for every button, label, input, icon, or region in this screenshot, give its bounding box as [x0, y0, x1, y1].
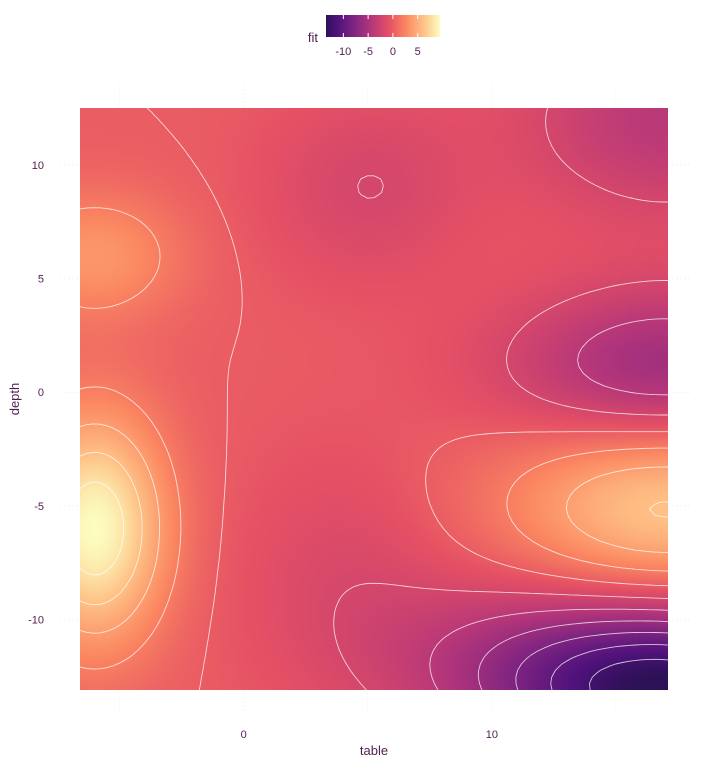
contour-line	[79, 423, 669, 634]
legend-ticks: -10 -5 0 5	[335, 15, 421, 58]
legend-colorbar	[326, 15, 440, 37]
legend-tick-label: -5	[363, 46, 373, 58]
y-tick-label: 10	[32, 160, 44, 172]
contour-line	[79, 207, 669, 670]
contour-line	[146, 107, 669, 691]
y-tick-label: 0	[38, 387, 44, 399]
contour-line	[79, 451, 669, 606]
y-tick-label: -5	[34, 501, 44, 513]
contour-line	[515, 631, 669, 691]
plot-panel	[79, 107, 669, 691]
x-tick-label: 0	[241, 729, 247, 741]
x-axis-ticks: 0 10	[241, 729, 498, 741]
contour-line	[477, 620, 669, 691]
y-axis-ticks: -10 -5 0 5 10	[28, 160, 44, 627]
legend-title: fit	[308, 30, 319, 45]
contour-line	[333, 107, 669, 691]
y-tick-label: 5	[38, 274, 44, 286]
y-tick-label: -10	[28, 615, 44, 627]
contour-line	[550, 644, 669, 691]
contour-line	[429, 318, 669, 691]
color-legend: fit -10 -5 0 5	[308, 15, 440, 58]
contour-lines	[79, 107, 669, 691]
legend-tick-label: 0	[390, 46, 396, 58]
legend-tick-label: -10	[335, 46, 351, 58]
x-tick-label: 10	[486, 729, 498, 741]
x-axis-title: table	[360, 743, 388, 758]
contour-line	[588, 658, 669, 691]
contour-line	[79, 481, 125, 576]
legend-tick-label: 5	[415, 46, 421, 58]
heatmap-surface	[80, 108, 668, 690]
y-axis-title: depth	[7, 383, 22, 416]
